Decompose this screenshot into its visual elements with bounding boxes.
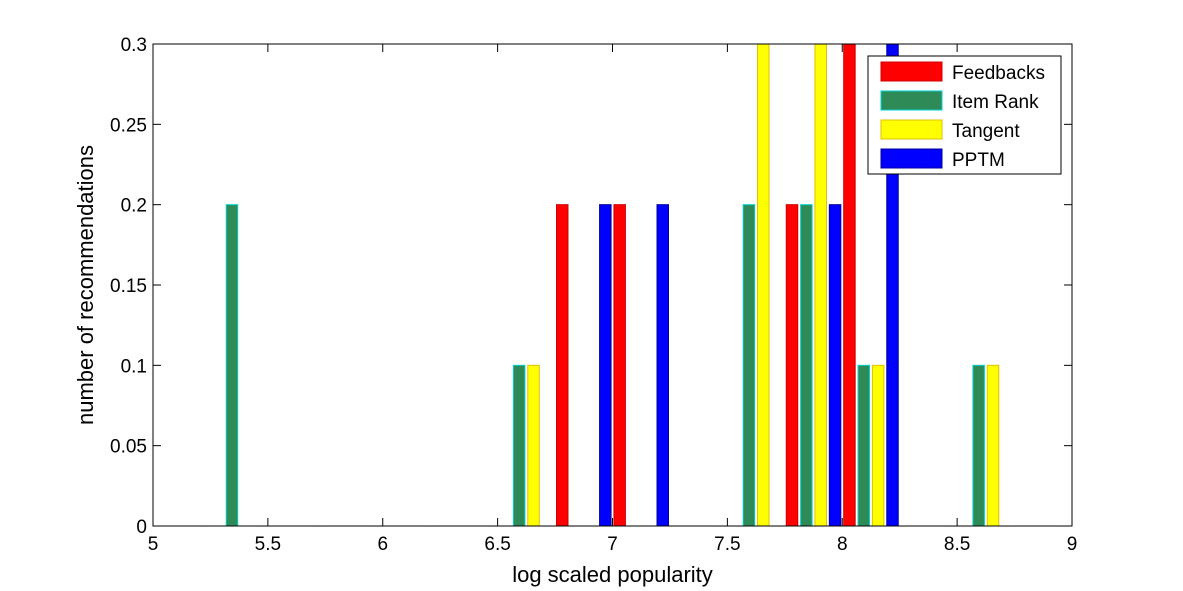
bars-layer: [153, 43, 1072, 527]
bar-pptm: [828, 204, 842, 527]
bar-feedbacks: [843, 43, 856, 527]
x-tick-label: 6.5: [484, 534, 510, 555]
x-tick-label: 8.5: [944, 534, 970, 555]
bar-feedbacks: [785, 204, 799, 527]
bar-pptm: [656, 204, 670, 527]
bar-tangent: [986, 364, 1000, 527]
x-tick-label: 9: [1067, 534, 1078, 555]
bar-item-rank: [857, 364, 871, 527]
legend-swatch: [880, 61, 943, 82]
bar-item-rank: [972, 364, 985, 527]
legend-label: PPTM: [952, 150, 1005, 171]
y-tick-label: 0.25: [110, 115, 147, 136]
y-tick-label: 0.2: [121, 196, 147, 217]
bar-tangent: [871, 364, 885, 527]
legend-label: Item Rank: [952, 92, 1039, 113]
x-tick-label: 5: [148, 534, 159, 555]
x-tick-label: 7.5: [714, 534, 740, 555]
bar-item-rank: [512, 364, 526, 527]
ticks-layer: [152, 43, 1073, 527]
bar-item-rank: [742, 204, 756, 527]
bar-pptm: [599, 204, 612, 527]
x-tick-label: 8: [837, 534, 848, 555]
bar-tangent: [814, 43, 827, 527]
legend-label: Feedbacks: [952, 63, 1045, 84]
x-tick-label: 6: [377, 534, 388, 555]
legend-swatch: [880, 148, 943, 169]
y-tick-label: 0: [136, 517, 147, 538]
legend-label: Tangent: [952, 121, 1020, 142]
bar-item-rank: [225, 204, 239, 527]
y-tick-label: 0.1: [121, 356, 147, 377]
tick-labels-layer: 5 5.5 6 6.5 7 7.5 8 8.5 9 0 0.05 0.1 0.15 0.2 0.25 0.3: [110, 35, 1077, 555]
x-axis-label: log scaled popularity: [512, 562, 713, 587]
bar-feedbacks: [555, 204, 569, 527]
bar-tangent: [757, 43, 770, 527]
y-tick-label: 0.05: [110, 437, 147, 458]
legend: Feedbacks Item Rank Tangent PPTM: [867, 55, 1062, 175]
y-tick-label: 0.15: [110, 276, 147, 297]
bar-item-rank: [800, 204, 813, 527]
legend-swatch: [880, 119, 943, 140]
bar-feedbacks: [613, 204, 626, 527]
y-tick-label: 0.3: [121, 35, 147, 56]
y-axis-label: number of recommendations: [73, 145, 98, 425]
x-tick-label: 5.5: [255, 534, 281, 555]
legend-swatch: [880, 90, 943, 111]
bar-tangent: [527, 364, 540, 527]
x-tick-label: 7: [607, 534, 618, 555]
